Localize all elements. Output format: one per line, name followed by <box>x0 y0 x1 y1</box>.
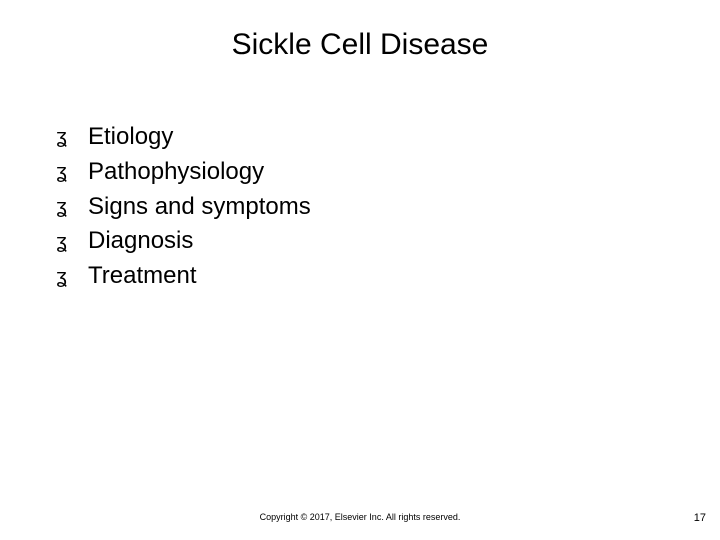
page-number: 17 <box>694 512 706 524</box>
bullet-icon: ʓ <box>56 267 78 287</box>
bullet-icon: ʓ <box>56 127 78 147</box>
slide-title: Sickle Cell Disease <box>0 28 720 62</box>
bullet-icon: ʓ <box>56 197 78 217</box>
list-item: ʓ Pathophysiology <box>56 155 311 190</box>
bullet-list: ʓ Etiology ʓ Pathophysiology ʓ Signs and… <box>56 120 311 294</box>
bullet-text: Signs and symptoms <box>88 190 311 225</box>
slide: Sickle Cell Disease ʓ Etiology ʓ Pathoph… <box>0 0 720 540</box>
copyright-footer: Copyright © 2017, Elsevier Inc. All righ… <box>0 512 720 522</box>
bullet-icon: ʓ <box>56 232 78 252</box>
list-item: ʓ Signs and symptoms <box>56 190 311 225</box>
bullet-text: Treatment <box>88 259 196 294</box>
list-item: ʓ Treatment <box>56 259 311 294</box>
bullet-text: Pathophysiology <box>88 155 264 190</box>
bullet-icon: ʓ <box>56 162 78 182</box>
list-item: ʓ Etiology <box>56 120 311 155</box>
bullet-text: Etiology <box>88 120 173 155</box>
list-item: ʓ Diagnosis <box>56 224 311 259</box>
bullet-text: Diagnosis <box>88 224 193 259</box>
